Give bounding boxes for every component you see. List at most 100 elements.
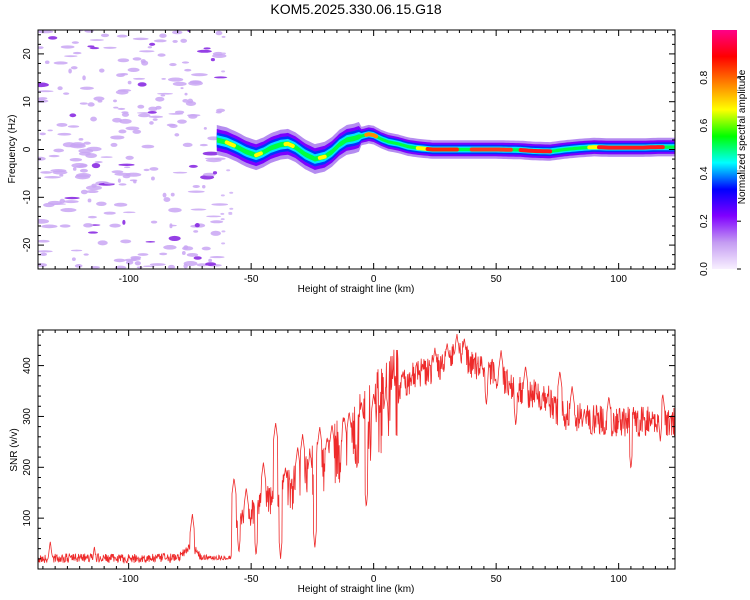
noise-blob: [211, 203, 229, 206]
noise-blob: [38, 239, 50, 243]
noise-blob: [149, 121, 154, 125]
noise-blob: [221, 70, 226, 73]
noise-blob: [152, 118, 158, 121]
noise-blob: [82, 75, 86, 81]
noise-blob: [79, 102, 88, 105]
noise-blob: [208, 258, 213, 263]
snr-y-tick-label: 400: [22, 357, 33, 374]
ridge-hot-segment: [254, 151, 263, 158]
noise-blob: [69, 113, 77, 118]
noise-blob: [221, 230, 226, 233]
noise-blob: [157, 92, 174, 95]
snr-x-label: Height of straight line (km): [298, 584, 415, 595]
noise-blob: [38, 250, 53, 253]
snr-y-label: SNR (v/v): [9, 428, 20, 471]
noise-blob: [153, 39, 167, 43]
snr-frame: [37, 329, 676, 570]
noise-blob: [196, 49, 212, 53]
noise-blob: [226, 169, 231, 172]
noise-blob: [157, 53, 166, 57]
ridge-layer: [216, 132, 675, 162]
noise-blob: [71, 257, 76, 261]
noise-blob: [38, 97, 48, 100]
snr-y-tick-label: 100: [22, 509, 33, 526]
noise-blob: [182, 246, 194, 251]
noise-blob: [64, 196, 80, 200]
noise-blob: [139, 50, 155, 53]
noise-blob: [57, 86, 63, 91]
noise-blob: [202, 185, 206, 189]
noise-blob: [72, 51, 82, 55]
noise-blob: [87, 231, 99, 234]
noise-blob: [119, 118, 132, 124]
noise-blob: [210, 230, 221, 236]
noise-blob: [59, 198, 66, 204]
noise-blob: [203, 172, 216, 177]
noise-blob: [114, 265, 127, 269]
noise-blob: [215, 30, 223, 36]
noise-blob: [53, 61, 68, 65]
noise-blob: [63, 200, 79, 204]
noise-blob: [221, 242, 226, 245]
noise-blob: [163, 245, 177, 250]
noise-blob: [118, 183, 127, 186]
noise-blob: [97, 99, 103, 103]
noise-blob: [83, 223, 94, 228]
noise-blob: [193, 230, 199, 233]
noise-blob: [186, 114, 201, 117]
noise-blob: [137, 113, 151, 118]
spectrogram-y-tick-label: 0: [22, 146, 33, 152]
noise-blob: [210, 58, 215, 62]
noise-blob: [111, 170, 124, 174]
noise-blob: [93, 96, 105, 101]
noise-blob: [38, 90, 54, 93]
noise-blob: [187, 98, 194, 104]
noise-blob: [187, 190, 205, 193]
noise-blob: [80, 189, 88, 195]
spectrogram-y-tick-label: -20: [22, 237, 33, 252]
noise-blob: [134, 261, 141, 266]
snr-x-tick-label: -100: [119, 574, 139, 585]
noise-blob: [121, 112, 130, 117]
noise-blob: [190, 208, 207, 211]
snr-y-tick-label: 300: [22, 408, 33, 425]
noise-blob: [202, 151, 220, 156]
noise-blob: [203, 126, 207, 130]
noise-blob: [210, 220, 224, 224]
spectrogram-x-label: Height of straight line (km): [298, 284, 415, 295]
spectrogram-y-label: Frequency (Hz): [7, 115, 18, 184]
noise-blob: [78, 148, 94, 154]
ridge-hot-segment: [317, 154, 327, 160]
noise-blob: [127, 80, 132, 85]
noise-blob: [184, 92, 188, 96]
noise-blob: [87, 198, 92, 203]
noise-blob: [150, 220, 158, 224]
noise-blob: [163, 197, 171, 202]
noise-blob: [123, 166, 131, 169]
noise-blob: [229, 191, 234, 194]
colorbar-tick-label: 0.0: [699, 262, 710, 276]
noise-blob: [71, 163, 88, 168]
noise-blob: [70, 66, 78, 70]
noise-blob: [203, 47, 211, 50]
noise-blob: [118, 129, 127, 134]
noise-blob: [132, 57, 142, 61]
colorbar-label: Normalized spectral amplitude: [737, 69, 748, 204]
noise-blob: [91, 162, 101, 169]
noise-blob: [168, 207, 182, 213]
noise-blob: [207, 136, 220, 141]
noise-blob: [120, 239, 132, 244]
noise-blob: [125, 155, 134, 160]
noise-blob: [38, 156, 46, 161]
colorbar-tick-label: 0.8: [699, 70, 710, 84]
noise-blob: [122, 219, 126, 225]
noise-blob: [215, 110, 222, 114]
noise-blob: [43, 202, 55, 208]
snr-x-tick-label: 50: [491, 574, 503, 585]
noise-blob: [90, 265, 100, 269]
noise-blob: [87, 45, 95, 48]
noise-blob: [160, 94, 166, 97]
noise-blob: [59, 224, 71, 228]
